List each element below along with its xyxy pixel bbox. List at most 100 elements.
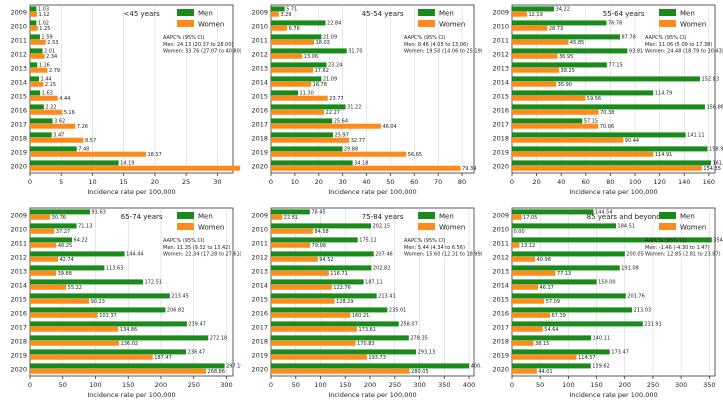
data-label: 40.98 bbox=[537, 257, 551, 263]
y-tick-label: 2012 bbox=[492, 50, 509, 58]
bar-women-2014 bbox=[271, 81, 312, 87]
data-label: 0.00 bbox=[514, 229, 525, 235]
bar-men-2014 bbox=[30, 279, 143, 285]
data-label: 238.47 bbox=[188, 350, 206, 356]
bar-men-2020 bbox=[271, 160, 353, 166]
y-tick-label: 2013 bbox=[251, 64, 268, 72]
bar-women-2018 bbox=[30, 137, 84, 143]
data-label: 5.16 bbox=[64, 110, 75, 116]
y-tick-label: 2011 bbox=[10, 239, 27, 247]
data-label: 32.77 bbox=[351, 138, 365, 144]
bar-women-2020 bbox=[271, 165, 461, 171]
bar-men-2009 bbox=[271, 209, 310, 215]
x-tick-label: 0 bbox=[510, 381, 514, 389]
x-tick-label: 350 bbox=[438, 381, 450, 389]
bar-women-2012 bbox=[512, 53, 558, 59]
y-tick-label: 2018 bbox=[251, 134, 268, 142]
x-tick-label: 80 bbox=[606, 178, 614, 186]
y-tick-label: 2017 bbox=[10, 120, 27, 128]
data-label: 136.02 bbox=[121, 341, 139, 347]
legend-label-women: Women bbox=[680, 224, 706, 232]
x-tick-label: 50 bbox=[292, 381, 300, 389]
data-label: 172.51 bbox=[144, 280, 162, 286]
x-tick-label: 100 bbox=[89, 381, 101, 389]
data-label: 6.76 bbox=[289, 26, 300, 32]
legend-swatch-women bbox=[418, 20, 435, 27]
data-label: 45.85 bbox=[570, 40, 584, 46]
data-label: 187.11 bbox=[365, 280, 383, 286]
data-label: 1.25 bbox=[39, 26, 50, 32]
bar-women-2011 bbox=[271, 242, 311, 248]
bar-men-2013 bbox=[30, 265, 105, 271]
x-tick-label: 200 bbox=[619, 381, 631, 389]
x-tick-label: 30 bbox=[339, 178, 347, 186]
bar-men-2016 bbox=[512, 307, 633, 313]
x-tick-label: 10 bbox=[291, 178, 299, 186]
data-label: 16.78 bbox=[313, 82, 327, 88]
legend-label-men: Men bbox=[439, 213, 454, 221]
bar-women-2017 bbox=[271, 123, 381, 129]
bar-women-2018 bbox=[512, 137, 624, 143]
data-label: 280.05 bbox=[411, 369, 429, 375]
bar-women-2012 bbox=[271, 53, 303, 59]
bar-women-2016 bbox=[512, 109, 599, 115]
data-label: 23.24 bbox=[328, 63, 342, 69]
bar-women-2010 bbox=[512, 25, 548, 31]
x-tick-label: 40 bbox=[557, 178, 565, 186]
legend-label-men: Men bbox=[680, 10, 695, 18]
bar-men-2012 bbox=[30, 251, 125, 257]
data-label: 202.82 bbox=[373, 266, 391, 272]
y-tick-label: 2019 bbox=[251, 351, 268, 359]
x-tick-label: 0 bbox=[269, 381, 273, 389]
data-label: 54.64 bbox=[544, 327, 558, 333]
bar-women-2019 bbox=[30, 354, 153, 360]
legend-swatch-men bbox=[177, 212, 194, 219]
bar-women-2011 bbox=[271, 39, 315, 45]
bar-men-2017 bbox=[30, 321, 187, 327]
y-tick-label: 2019 bbox=[492, 148, 509, 156]
data-label: 231.91 bbox=[644, 322, 662, 328]
bar-women-2010 bbox=[30, 25, 38, 31]
y-tick-label: 2011 bbox=[492, 239, 509, 247]
data-label: 90.23 bbox=[91, 299, 105, 305]
data-label: 144.54 bbox=[595, 210, 613, 216]
bar-men-2010 bbox=[30, 223, 77, 229]
aapc-annotation: Men: 24.13 (20.37 to 28.00) bbox=[163, 42, 234, 48]
bar-women-2013 bbox=[30, 67, 48, 73]
bar-women-2018 bbox=[271, 137, 350, 143]
chart-panel-4: 0 50 100 150 200 250 300 Incidence rate per 100… bbox=[10, 207, 241, 399]
bar-men-2015 bbox=[512, 90, 654, 96]
y-tick-label: 2015 bbox=[10, 92, 27, 100]
bar-men-2018 bbox=[512, 335, 592, 341]
aapc-annotation: Women: 24.48 (18.79 to 30.43) bbox=[645, 49, 723, 55]
data-label: 70.38 bbox=[600, 110, 614, 116]
y-tick-label: 2013 bbox=[10, 64, 27, 72]
y-tick-label: 2019 bbox=[10, 148, 27, 156]
bar-men-2017 bbox=[271, 321, 399, 327]
y-tick-label: 2014 bbox=[492, 281, 509, 289]
aapc-annotation: AAPC% (95% CI) bbox=[645, 238, 686, 244]
data-label: 76.78 bbox=[608, 21, 622, 27]
bar-women-2011 bbox=[30, 242, 57, 248]
plot-frame bbox=[29, 4, 234, 174]
x-tick-label: 200 bbox=[155, 381, 167, 389]
y-tick-label: 2013 bbox=[251, 267, 268, 275]
data-label: 56.65 bbox=[408, 152, 422, 158]
data-label: 154.35 bbox=[703, 166, 721, 172]
bar-women-2015 bbox=[30, 298, 90, 304]
x-tick-label: 30 bbox=[213, 178, 221, 186]
x-tick-label: 160 bbox=[703, 178, 715, 186]
bar-men-2020 bbox=[30, 363, 225, 369]
x-tick-label: 250 bbox=[187, 381, 199, 389]
bar-men-2009 bbox=[30, 209, 91, 215]
data-label: 272.18 bbox=[210, 336, 228, 342]
bar-women-2014 bbox=[30, 81, 44, 87]
bar-men-2017 bbox=[512, 118, 583, 124]
y-tick-label: 2011 bbox=[492, 36, 509, 44]
data-label: 34.18 bbox=[354, 161, 368, 167]
data-label: 144.44 bbox=[126, 252, 144, 258]
data-label: 79.39 bbox=[462, 166, 476, 172]
bar-men-2020 bbox=[271, 363, 470, 369]
bar-men-2016 bbox=[30, 307, 166, 313]
data-label: 158.98 bbox=[709, 147, 723, 153]
